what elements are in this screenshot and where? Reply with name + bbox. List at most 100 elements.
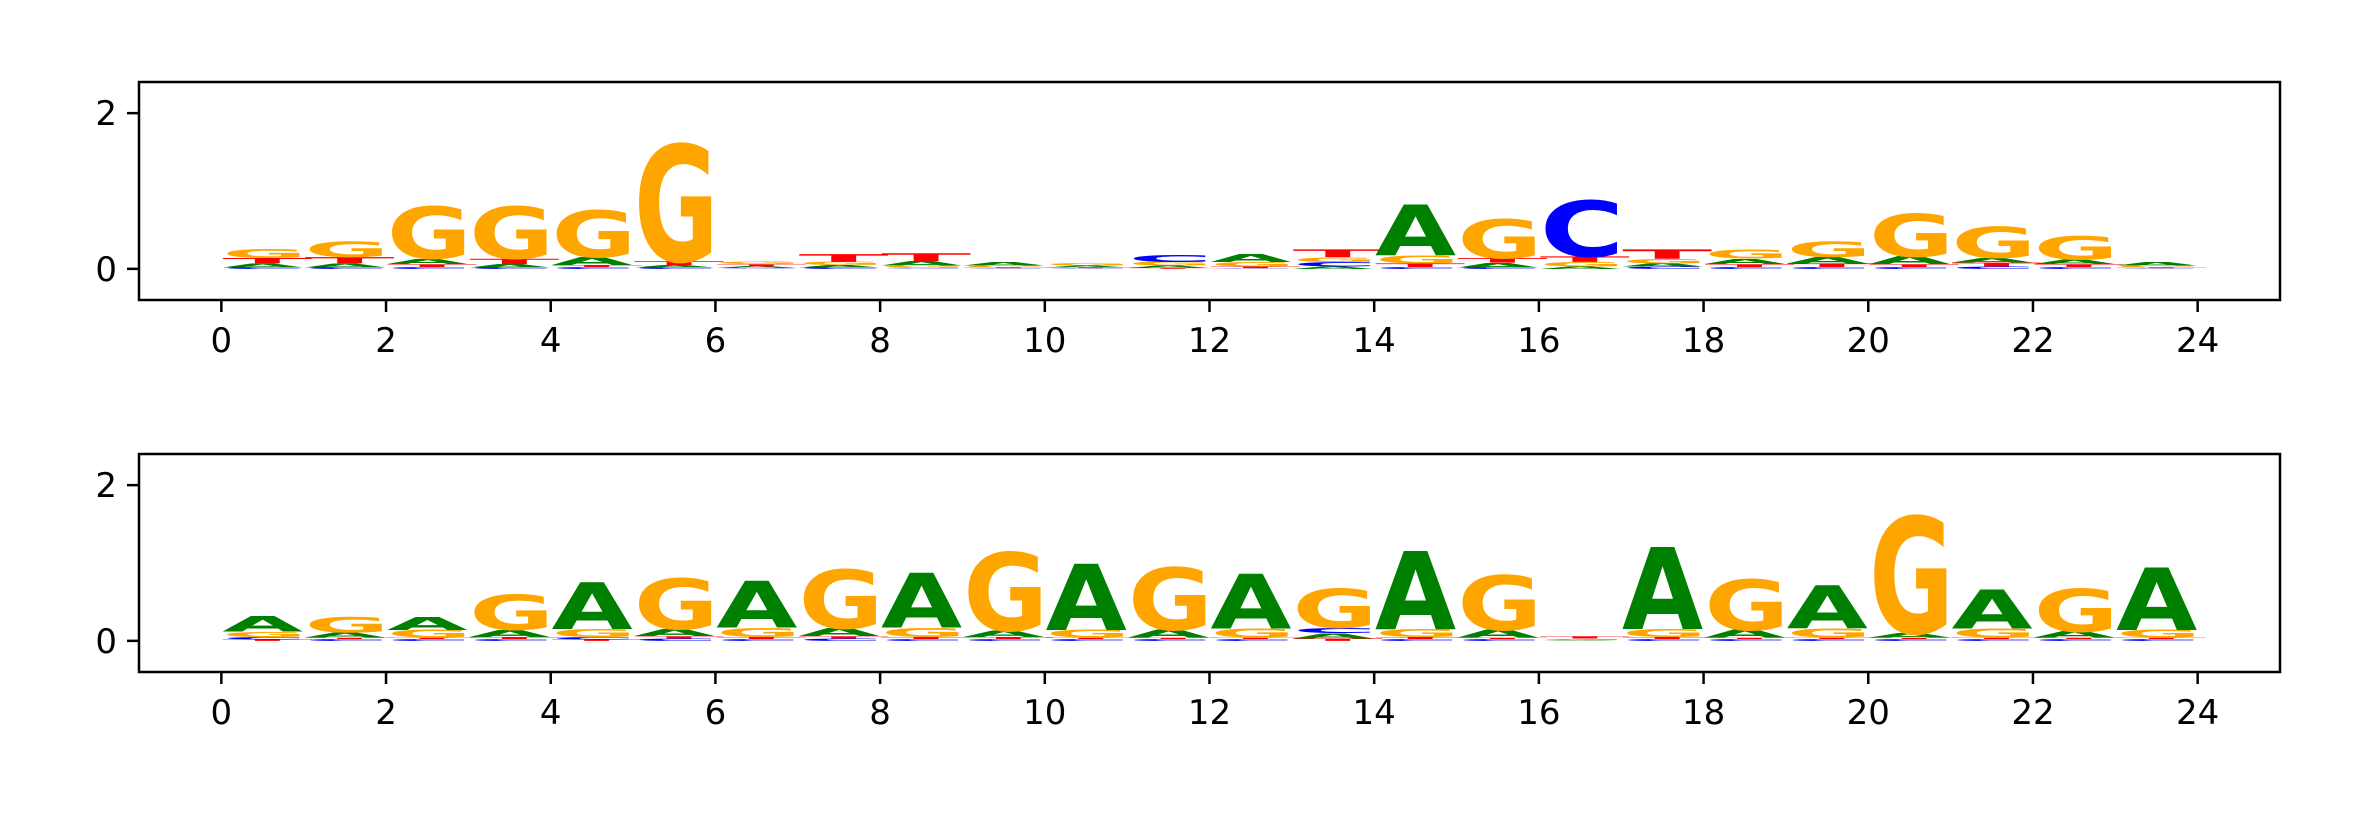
glyph-T: T (963, 636, 1053, 640)
glyph-A: A (1951, 257, 2033, 264)
logo-glyphs: CATGCATGCTAGCATGCTAGCATGCATGCAGTCGATCTGA… (222, 113, 2206, 299)
x-tick-label: 6 (705, 693, 727, 733)
glyph-A: A (1704, 257, 1786, 266)
glyph-C: C (1293, 261, 1378, 268)
glyph-G: G (469, 192, 554, 276)
glyph-A: A (1704, 628, 1786, 640)
glyph-G: G (963, 531, 1048, 656)
glyph-G: G (2034, 577, 2119, 645)
glyph-G: G (387, 192, 472, 276)
glyph-C: C (1046, 639, 1131, 641)
glyph-G: G (2116, 628, 2201, 640)
glyph-A: A (1457, 261, 1539, 268)
glyph-C: C (1704, 267, 1789, 269)
glyph-C: C (1869, 639, 1954, 641)
glyph-G: G (552, 198, 637, 272)
glyph-C: C (552, 267, 637, 269)
glyph-A: A (799, 626, 881, 638)
glyph-T: T (1128, 637, 1218, 639)
glyph-T: T (387, 263, 477, 268)
x-tick-label: 8 (869, 693, 891, 733)
glyph-A: A (1951, 579, 2032, 641)
glyph-G: G (222, 246, 307, 261)
glyph-C: C (881, 268, 966, 269)
glyph-A: A (552, 255, 634, 267)
glyph-A: A (963, 629, 1045, 639)
glyph-G: G (1787, 626, 1872, 641)
glyph-C: C (1046, 268, 1131, 269)
glyph-T: T (1375, 636, 1465, 640)
glyph-A: A (1128, 628, 1210, 640)
glyph-C: C (305, 267, 390, 269)
glyph-A: A (799, 264, 880, 268)
glyph-G: G (552, 627, 637, 639)
glyph-G: G (1540, 261, 1625, 268)
glyph-G: G (1128, 552, 1213, 651)
glyph-C: C (469, 267, 554, 269)
glyph-T: T (963, 267, 1054, 268)
x-tick-label: 12 (1188, 693, 1231, 733)
glyph-G: G (469, 586, 554, 642)
glyph-C: C (1540, 186, 1625, 275)
glyph-T: T (552, 639, 642, 641)
glyph-G: G (1375, 627, 1460, 639)
glyph-A: A (1046, 265, 1127, 267)
x-tick-label: 0 (211, 321, 233, 361)
glyph-A: A (963, 262, 1045, 267)
x-tick-label: 4 (540, 693, 562, 733)
glyph-T: T (2116, 637, 2206, 639)
glyph-T: T (552, 264, 642, 268)
glyph-G: G (881, 625, 966, 640)
x-tick-label: 18 (1682, 693, 1725, 733)
glyph-C: C (799, 638, 884, 642)
glyph-C: C (1787, 639, 1872, 641)
glyph-T: T (469, 257, 559, 266)
glyph-T: T (1457, 257, 1547, 264)
glyph-A: A (1540, 266, 1621, 270)
glyph-C: C (881, 639, 966, 641)
glyph-C: C (1293, 626, 1378, 635)
glyph-A: A (2116, 550, 2197, 650)
glyph-T: T (1540, 636, 1630, 640)
glyph-G: G (1375, 254, 1460, 266)
glyph-C: C (1375, 639, 1460, 641)
glyph-G: G (1704, 247, 1789, 262)
glyph-A: A (1540, 640, 1621, 641)
glyph-A: A (1210, 252, 1292, 264)
glyph-T: T (1540, 255, 1630, 264)
x-tick-label: 6 (705, 321, 727, 361)
glyph-T: T (716, 264, 806, 268)
x-tick-label: 16 (1517, 693, 1560, 733)
glyph-C: C (1457, 267, 1542, 269)
glyph-G: G (1046, 263, 1131, 267)
glyph-A: A (1622, 525, 1703, 656)
glyph-T: T (799, 636, 889, 640)
glyph-C: C (799, 267, 884, 269)
glyph-G: G (1210, 261, 1295, 268)
glyph-T: T (1210, 637, 1300, 639)
glyph-G: G (1457, 209, 1542, 271)
glyph-A: A (1046, 547, 1127, 652)
glyph-C: C (1704, 639, 1789, 641)
glyph-G: G (1210, 626, 1295, 641)
glyph-A: A (1787, 575, 1868, 643)
x-tick-label: 2 (375, 321, 397, 361)
glyph-A: A (1293, 632, 1375, 641)
glyph-A: A (222, 262, 304, 268)
x-tick-label: 22 (2011, 321, 2054, 361)
glyph-T: T (1128, 268, 1219, 269)
glyph-G: G (1869, 202, 1954, 270)
glyph-T: T (222, 257, 312, 266)
glyph-G: G (1293, 579, 1378, 641)
glyph-G: G (634, 113, 719, 299)
glyph-C: C (552, 636, 637, 640)
glyph-G: G (2116, 265, 2201, 267)
glyph-T: T (1869, 263, 1959, 268)
glyph-C: C (2116, 639, 2201, 641)
glyph-C: C (1787, 267, 1872, 269)
glyph-T: T (634, 636, 724, 640)
glyph-A: A (1375, 530, 1456, 654)
glyph-C: C (1210, 639, 1295, 641)
glyph-T: T (2034, 263, 2124, 268)
glyph-G: G (1951, 626, 2036, 641)
